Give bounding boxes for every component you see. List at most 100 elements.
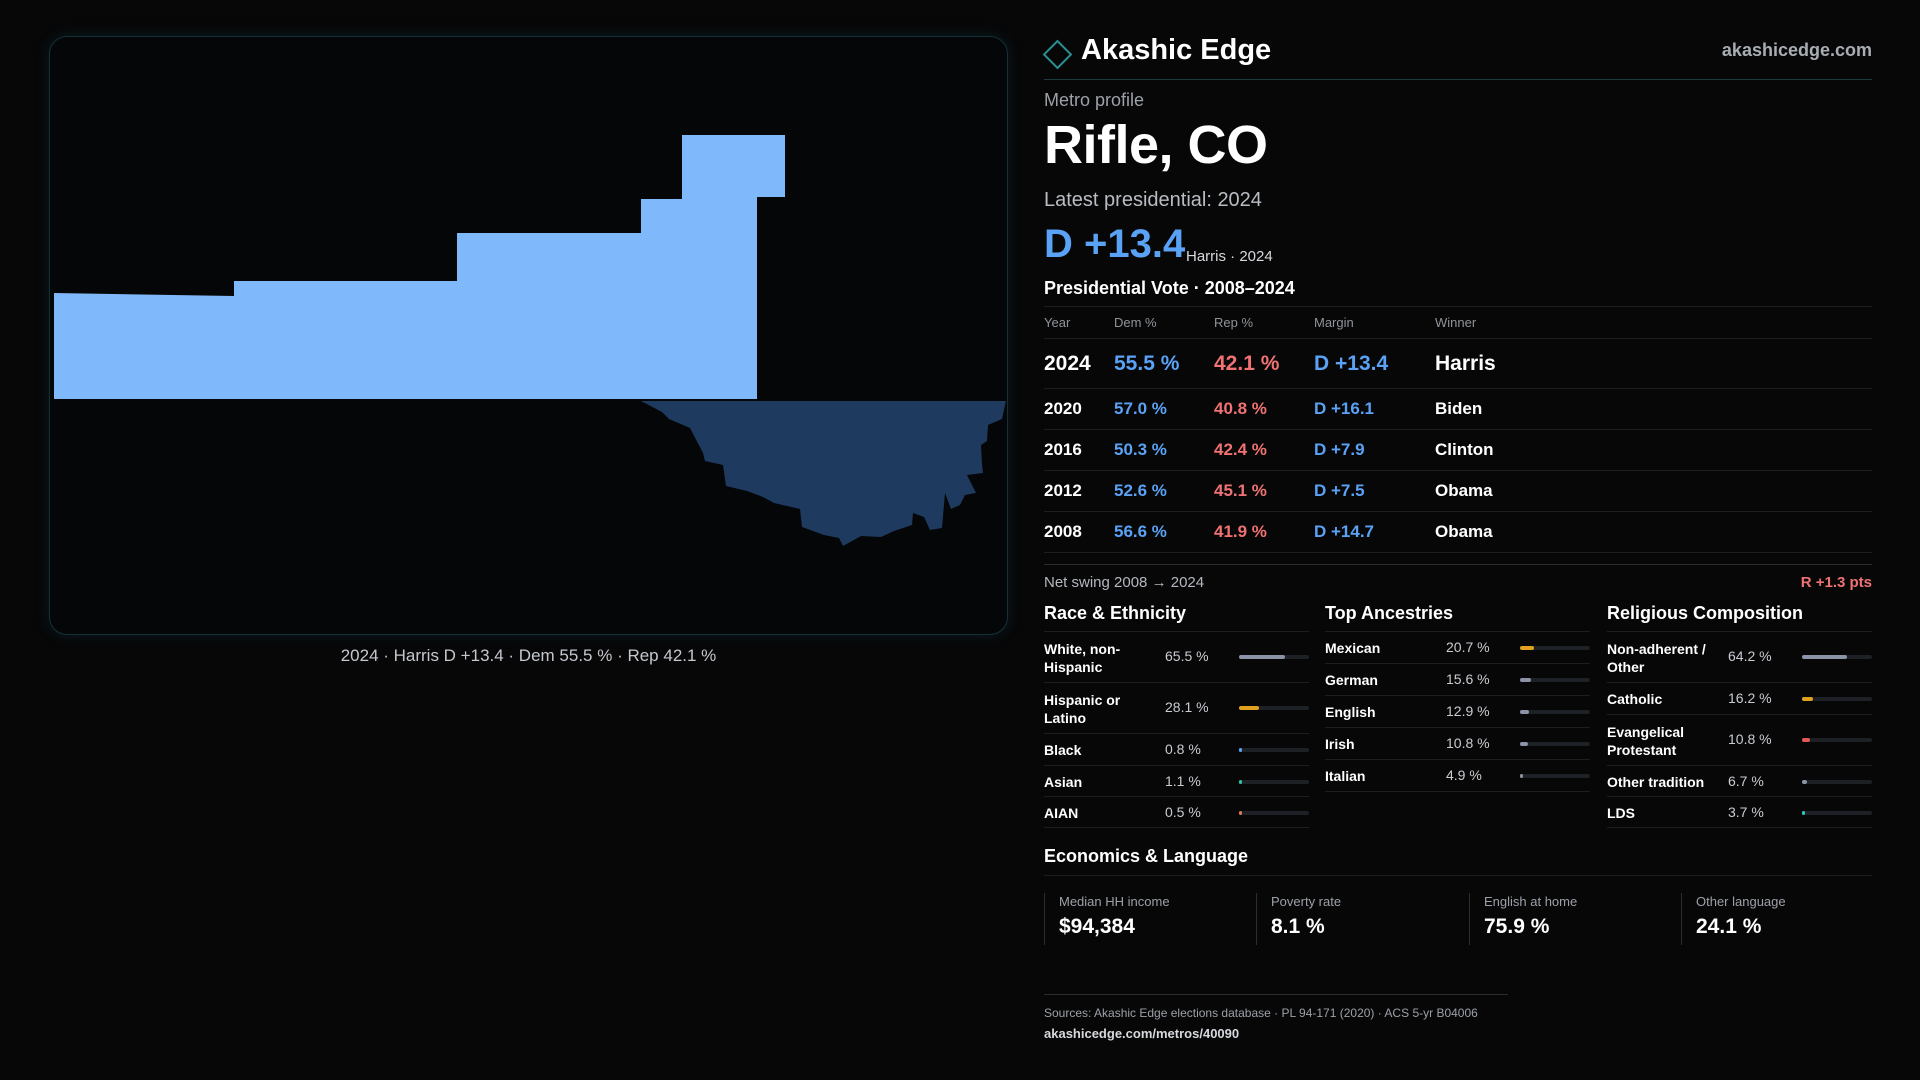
table-row: 2008 56.6 % 41.9 % D +14.7 Obama — [1044, 511, 1872, 553]
stat-label: English — [1325, 704, 1376, 720]
stat-card-label: Median HH income — [1059, 894, 1170, 909]
vote-table: Year Dem % Rep % Margin Winner 2024 55.5… — [1044, 306, 1872, 553]
cell-dem: 52.6 % — [1114, 470, 1214, 512]
stat-card-value: $94,384 — [1059, 915, 1135, 938]
list-item: LDS 3.7 % — [1607, 797, 1872, 828]
stat-card-value: 8.1 % — [1271, 915, 1325, 938]
profile-panel: Akashic Edge akashicedge.com Metro profi… — [1042, 0, 1873, 1080]
stat-bar-fill — [1520, 646, 1534, 650]
ancestry-section-title: Top Ancestries — [1325, 600, 1590, 632]
stat-value: 64.2 % — [1728, 648, 1772, 664]
stat-card-poverty: Poverty rate 8.1 % — [1256, 893, 1448, 945]
map-caption: 2024 · Harris D +13.4 · Dem 55.5 % · Rep… — [340, 646, 717, 665]
cell-year: 2008 — [1044, 511, 1114, 553]
list-item: Evangelical Protestant 10.8 % — [1607, 715, 1872, 766]
list-item: Italian 4.9 % — [1325, 760, 1590, 792]
stat-label: Hispanic or Latino — [1044, 692, 1121, 726]
cell-dem: 56.6 % — [1114, 511, 1214, 553]
county-map[interactable] — [50, 37, 1008, 635]
stat-card-label: Poverty rate — [1271, 894, 1342, 909]
net-swing-label: Net swing 2008 → 2024 — [1044, 574, 1205, 591]
stat-label: Catholic — [1607, 691, 1663, 707]
stat-label: Asian — [1044, 774, 1083, 790]
table-row: 2024 55.5 % 42.1 % D +13.4 Harris — [1044, 338, 1872, 389]
race-ethnicity-section: Race & Ethnicity White, non-Hispanic 65.… — [1044, 600, 1309, 828]
brand-url-link[interactable]: akashicedge.com — [1721, 40, 1872, 60]
table-row: 2020 57.0 % 40.8 % D +16.1 Biden — [1044, 388, 1872, 430]
brand-name[interactable]: Akashic Edge — [1081, 34, 1272, 66]
stat-bar — [1239, 655, 1309, 659]
county-shape-primary[interactable] — [54, 135, 785, 399]
list-item: Irish 10.8 % — [1325, 728, 1590, 760]
table-row: 2016 50.3 % 42.4 % D +7.9 Clinton — [1044, 429, 1872, 471]
stat-bar — [1802, 811, 1872, 815]
stat-bar — [1520, 710, 1590, 714]
stat-value: 1.1 % — [1165, 773, 1201, 789]
cell-dem: 55.5 % — [1114, 338, 1214, 389]
stat-label: German — [1325, 672, 1378, 688]
cell-winner: Obama — [1435, 511, 1872, 553]
cell-winner: Obama — [1435, 470, 1872, 512]
cell-winner: Harris — [1435, 338, 1872, 389]
list-item: Other tradition 6.7 % — [1607, 766, 1872, 797]
net-swing-value: R +1.3 pts — [1800, 574, 1872, 591]
list-item: AIAN 0.5 % — [1044, 797, 1309, 828]
stat-value: 0.8 % — [1165, 741, 1201, 757]
stat-bar — [1239, 811, 1309, 815]
list-item: German 15.6 % — [1325, 664, 1590, 696]
col-header-dem: Dem % — [1114, 306, 1214, 339]
list-item: Black 0.8 % — [1044, 734, 1309, 766]
cell-rep: 42.1 % — [1214, 338, 1314, 389]
religion-section-title: Religious Composition — [1607, 600, 1872, 632]
stat-bar — [1802, 780, 1872, 784]
stat-value: 12.9 % — [1446, 703, 1490, 719]
stat-bar-fill — [1520, 710, 1529, 714]
race-section-title: Race & Ethnicity — [1044, 600, 1309, 632]
cell-rep: 42.4 % — [1214, 429, 1314, 471]
stat-bar — [1802, 697, 1872, 701]
list-item: Asian 1.1 % — [1044, 766, 1309, 797]
stat-card-other-language: Other language 24.1 % — [1681, 893, 1873, 945]
cell-margin: D +7.5 — [1314, 470, 1435, 512]
list-item: Non-adherent / Other 64.2 % — [1607, 632, 1872, 683]
cell-rep: 45.1 % — [1214, 470, 1314, 512]
cell-margin: D +16.1 — [1314, 388, 1435, 430]
stat-value: 3.7 % — [1728, 804, 1764, 820]
stat-bar — [1239, 780, 1309, 784]
cell-year: 2024 — [1044, 338, 1114, 389]
list-item: Mexican 20.7 % — [1325, 632, 1590, 664]
cell-rep: 40.8 % — [1214, 388, 1314, 430]
county-shape-secondary[interactable] — [641, 401, 1006, 546]
cell-year: 2020 — [1044, 388, 1114, 430]
stat-bar — [1520, 646, 1590, 650]
divider — [1044, 875, 1872, 876]
cell-margin: D +13.4 — [1314, 338, 1435, 389]
vote-section-title: Presidential Vote · 2008–2024 — [1044, 278, 1295, 298]
economics-section-title: Economics & Language — [1044, 846, 1249, 866]
stat-label: Black — [1044, 742, 1082, 758]
stat-bar-fill — [1802, 738, 1810, 742]
stat-label: Mexican — [1325, 640, 1381, 656]
stat-bar — [1520, 678, 1590, 682]
stat-label: Irish — [1325, 736, 1355, 752]
stat-card-value: 75.9 % — [1484, 915, 1550, 938]
stat-value: 6.7 % — [1728, 773, 1764, 789]
list-item: English 12.9 % — [1325, 696, 1590, 728]
stat-label: Evangelical Protestant — [1607, 724, 1685, 758]
divider — [1044, 994, 1508, 995]
col-header-year: Year — [1044, 306, 1114, 339]
stat-card-label: Other language — [1696, 894, 1786, 909]
diamond-outline-icon — [1042, 39, 1073, 70]
stat-bar-fill — [1239, 748, 1242, 752]
stat-card-english: English at home 75.9 % — [1469, 893, 1661, 945]
brand-header: Akashic Edge akashicedge.com — [1042, 30, 1872, 80]
stat-value: 16.2 % — [1728, 690, 1772, 706]
stat-value: 4.9 % — [1446, 767, 1482, 783]
cell-winner: Biden — [1435, 388, 1872, 430]
stat-bar — [1239, 706, 1309, 710]
stat-bar — [1520, 774, 1590, 778]
map-panel[interactable] — [49, 36, 1008, 635]
stat-label: White, non-Hispanic — [1044, 641, 1121, 675]
footer-url-link[interactable]: akashicedge.com/metros/40090 — [1044, 1026, 1240, 1041]
eyebrow-label: Metro profile — [1044, 90, 1145, 110]
